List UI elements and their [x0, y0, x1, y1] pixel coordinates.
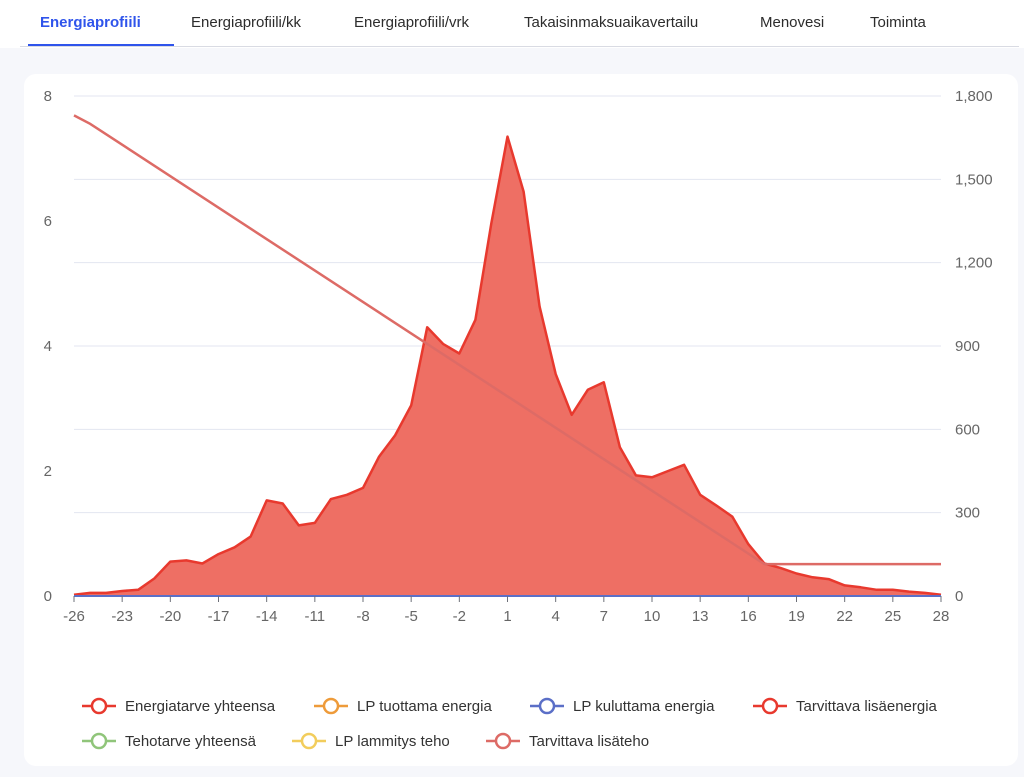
- legend-item[interactable]: LP kuluttama energia: [530, 697, 715, 715]
- series-tarvittava-lisateho-line: [73, 114, 941, 566]
- series-energiatarve-area: [74, 136, 941, 596]
- legend-label: LP kuluttama energia: [573, 698, 715, 715]
- legend-marker-icon: [90, 697, 108, 715]
- chart-legend: Energiatarve yhteensa LP tuottama energia…: [82, 697, 938, 750]
- x-axis-tick-label: -23: [111, 608, 133, 625]
- x-axis-tick-label: -26: [63, 608, 85, 625]
- tab-energiaprofiili-kk[interactable]: Energiaprofiili/kk: [191, 14, 302, 31]
- legend-label: Tarvittava lisäteho: [529, 733, 649, 750]
- right-axis-tick-label: 900: [955, 338, 980, 355]
- x-axis-tick-label: 7: [600, 608, 608, 625]
- x-axis-tick-label: 16: [740, 608, 757, 625]
- x-axis-tick-label: 10: [644, 608, 661, 625]
- right-axis-tick-label: 300: [955, 505, 980, 522]
- x-axis-tick-label: -8: [356, 608, 369, 625]
- x-axis-tick-label: -17: [208, 608, 230, 625]
- left-axis-ticks: 0 2 4 6 8: [44, 88, 52, 605]
- x-axis-tick-label: 19: [788, 608, 805, 625]
- x-axis-tick-label: -2: [453, 608, 466, 625]
- right-axis-ticks: 0 300 600 900 1,200 1,500 1,800: [955, 88, 993, 605]
- legend-label: Energiatarve yhteensa: [125, 698, 276, 715]
- left-axis-tick-label: 2: [44, 463, 52, 480]
- x-axis-tick-label: 1: [503, 608, 511, 625]
- active-tab-indicator: [28, 44, 174, 47]
- x-axis-ticks: -26 -23 -20 -17 -14 -11 -8 -5 -2 1 4 7 10 13 16 19 22 25 2…: [63, 596, 949, 625]
- tab-bar-divider: [20, 46, 1019, 47]
- tab-energiaprofiili[interactable]: Energiaprofiili: [40, 14, 141, 31]
- legend-item[interactable]: Tarvittava lisäteho: [486, 732, 649, 750]
- legend-label: LP lammitys teho: [335, 733, 450, 750]
- right-axis-tick-label: 1,200: [955, 255, 993, 272]
- legend-marker-icon: [494, 732, 512, 750]
- legend-item[interactable]: LP lammitys teho: [292, 732, 450, 750]
- x-axis-tick-label: -20: [159, 608, 181, 625]
- x-axis-tick-label: 13: [692, 608, 709, 625]
- tab-bar: Energiaprofiili Energiaprofiili/kk Energ…: [0, 0, 1024, 48]
- tab-energiaprofiili-vrk[interactable]: Energiaprofiili/vrk: [354, 14, 470, 31]
- legend-marker-icon: [538, 697, 556, 715]
- legend-label: Tehotarve yhteensä: [125, 733, 257, 750]
- legend-label: LP tuottama energia: [357, 698, 492, 715]
- legend-marker-icon: [322, 697, 340, 715]
- x-axis-tick-label: 25: [884, 608, 901, 625]
- right-axis-tick-label: 1,500: [955, 171, 993, 188]
- legend-marker-icon: [300, 732, 318, 750]
- x-axis-tick-label: -11: [305, 608, 326, 625]
- tab-menovesi[interactable]: Menovesi: [760, 14, 825, 31]
- x-axis-tick-label: 28: [933, 608, 950, 625]
- right-axis-tick-label: 0: [955, 588, 963, 605]
- x-axis-tick-label: -14: [256, 608, 278, 625]
- left-axis-tick-label: 4: [44, 338, 52, 355]
- right-axis-tick-label: 600: [955, 421, 980, 438]
- series-energiatarve-line: [73, 135, 942, 597]
- legend-item[interactable]: Tehotarve yhteensä: [82, 732, 257, 750]
- left-axis-tick-label: 8: [44, 88, 52, 105]
- legend-item[interactable]: Energiatarve yhteensa: [82, 697, 276, 715]
- legend-marker-icon: [90, 732, 108, 750]
- tab-takaisinmaksuaikavertailu[interactable]: Takaisinmaksuaikavertailu: [524, 14, 699, 31]
- legend-item[interactable]: LP tuottama energia: [314, 697, 492, 715]
- right-axis-tick-label: 1,800: [955, 88, 993, 105]
- legend-label: Tarvittava lisäenergia: [796, 698, 938, 715]
- x-axis-tick-label: 4: [551, 608, 559, 625]
- left-axis-tick-label: 6: [44, 213, 52, 230]
- x-axis-tick-label: 22: [836, 608, 853, 625]
- x-axis-tick-label: -5: [404, 608, 417, 625]
- legend-marker-icon: [761, 697, 779, 715]
- left-axis-tick-label: 0: [44, 588, 52, 605]
- legend-item[interactable]: Tarvittava lisäenergia: [753, 697, 938, 715]
- tab-toiminta[interactable]: Toiminta: [870, 14, 926, 31]
